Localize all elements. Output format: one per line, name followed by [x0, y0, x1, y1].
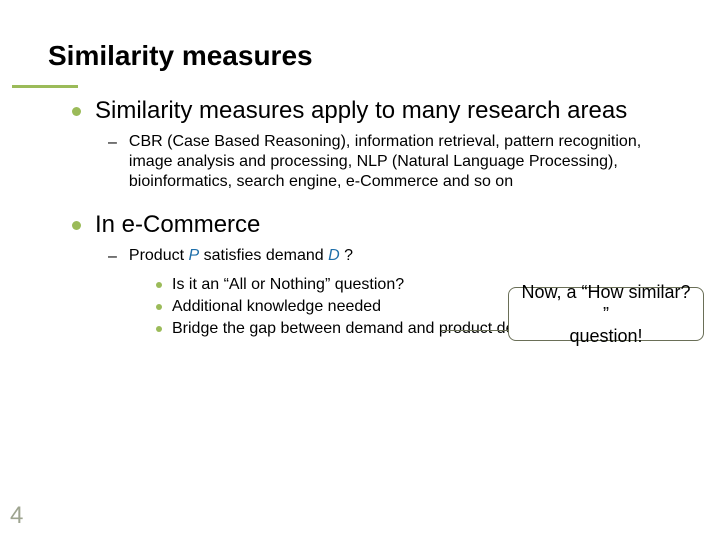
bullet-text: In e-Commerce [95, 210, 260, 240]
bullet-level2: – Product P satisfies demand D ? [108, 246, 672, 267]
callout-connector-line [441, 330, 508, 331]
bullet-text: Similarity measures apply to many resear… [95, 96, 627, 126]
callout-line2: question! [569, 326, 642, 346]
bullet-text: Is it an “All or Nothing” question? [172, 275, 404, 295]
bullet-dot-icon [156, 282, 162, 288]
bullet-dot-icon [72, 107, 81, 116]
page-number: 4 [10, 502, 23, 530]
slide-title: Similarity measures [48, 40, 672, 72]
slide: Similarity measures Similarity measures … [0, 0, 720, 540]
bullet-level1: In e-Commerce [72, 210, 672, 240]
text-run: Product [129, 247, 189, 264]
bullet-dash-icon: – [108, 247, 117, 267]
callout-text: Now, a “How similar? ” question! [509, 277, 703, 351]
callout-box: Now, a “How similar? ” question! [508, 287, 704, 341]
accent-rule [12, 85, 78, 88]
text-run: satisfies demand [199, 247, 328, 264]
spacer [72, 200, 672, 210]
bullet-text: Product P satisfies demand D ? [129, 246, 353, 266]
bullet-dot-icon [72, 221, 81, 230]
bullet-dash-icon: – [108, 133, 117, 153]
callout-line1: Now, a “How similar? ” [521, 282, 690, 324]
variable-P: P [189, 247, 200, 264]
text-run: ? [340, 247, 353, 264]
bullet-text: CBR (Case Based Reasoning), information … [129, 132, 672, 192]
bullet-text: Additional knowledge needed [172, 297, 381, 317]
bullet-level2: – CBR (Case Based Reasoning), informatio… [108, 132, 672, 192]
bullet-dot-icon [156, 326, 162, 332]
bullet-dot-icon [156, 304, 162, 310]
variable-D: D [328, 247, 340, 264]
bullet-level1: Similarity measures apply to many resear… [72, 96, 672, 126]
